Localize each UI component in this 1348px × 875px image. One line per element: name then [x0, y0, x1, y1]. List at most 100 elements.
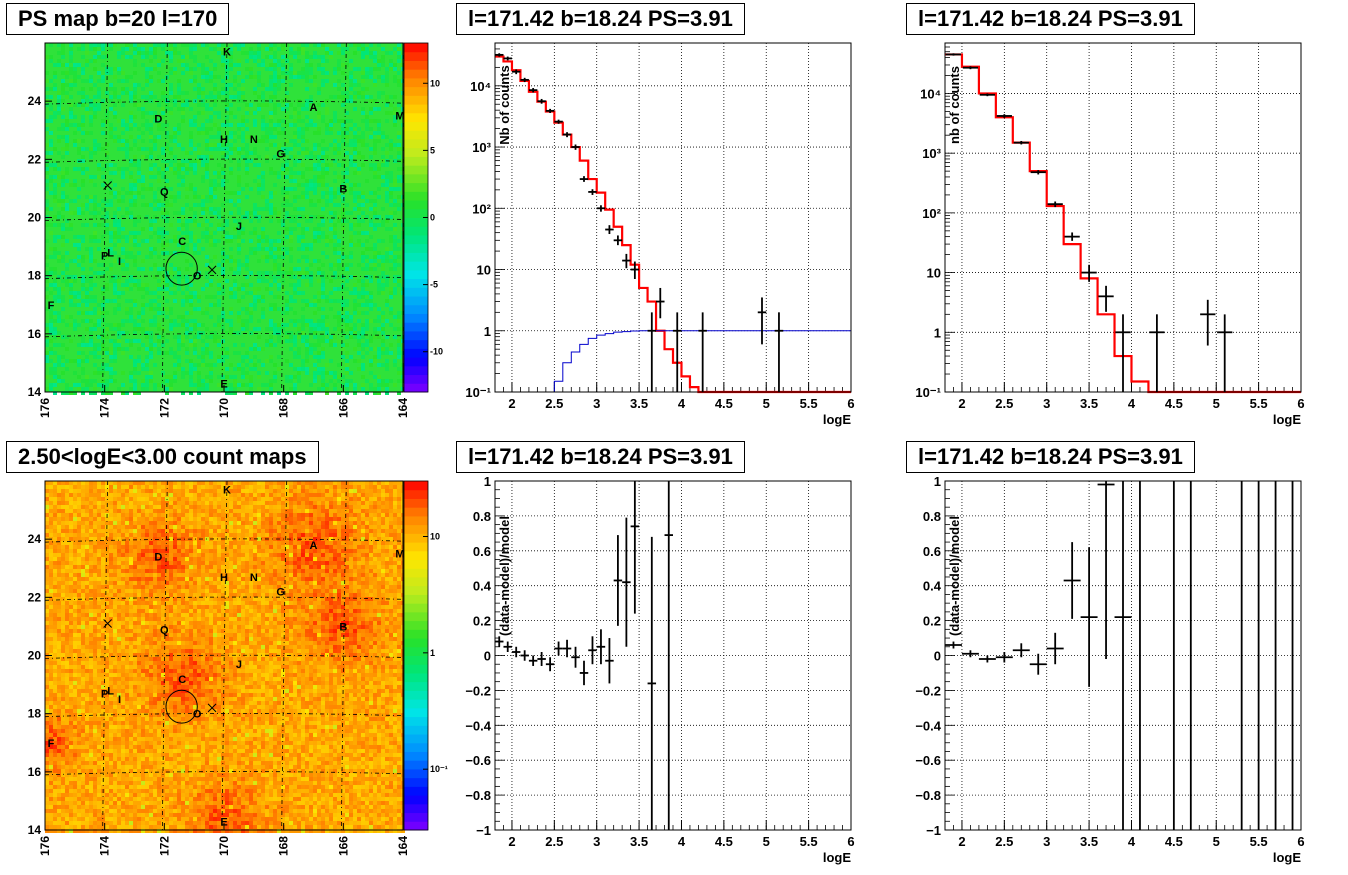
map-cell: [89, 267, 93, 271]
map-cell: [353, 243, 357, 247]
map-cell: [85, 195, 89, 199]
map-cell: [49, 757, 53, 761]
map-cell: [189, 235, 193, 239]
map-cell: [389, 251, 393, 255]
map-cell: [345, 219, 349, 223]
map-cell: [333, 251, 337, 255]
map-cell: [293, 179, 297, 183]
map-cell: [397, 147, 401, 151]
map-cell: [229, 267, 233, 271]
map-cell: [89, 339, 93, 343]
map-cell: [245, 183, 249, 187]
map-cell: [117, 279, 121, 283]
map-cell: [77, 781, 81, 785]
map-cell: [193, 307, 197, 311]
map-cell: [349, 263, 353, 267]
map-cell: [73, 509, 77, 513]
map-cell: [341, 343, 345, 347]
map-cell: [305, 63, 309, 67]
map-cell: [317, 183, 321, 187]
map-cell: [73, 517, 77, 521]
map-cell: [53, 637, 57, 641]
map-cell: [393, 211, 397, 215]
map-cell: [157, 99, 161, 103]
map-cell: [89, 677, 93, 681]
map-cell: [185, 311, 189, 315]
map-cell: [69, 793, 73, 797]
map-cell: [301, 327, 305, 331]
map-cell: [93, 481, 97, 485]
map-cell: [85, 717, 89, 721]
map-cell: [57, 813, 61, 817]
map-cell: [233, 191, 237, 195]
map-cell: [353, 347, 357, 351]
map-cell: [85, 207, 89, 211]
map-cell: [297, 355, 301, 359]
map-cell: [289, 387, 293, 391]
map-cell: [301, 255, 305, 259]
map-cell: [89, 605, 93, 609]
map-cell: [89, 765, 93, 769]
map-cell: [197, 331, 201, 335]
map-cell: [45, 737, 49, 741]
map-cell: [385, 195, 389, 199]
map-cell: [93, 497, 97, 501]
map-cell: [101, 175, 105, 179]
map-cell: [117, 99, 121, 103]
map-cell: [121, 235, 125, 239]
map-cell: [205, 155, 209, 159]
map-cell: [209, 303, 213, 307]
map-cell: [93, 59, 97, 63]
map-cell: [209, 191, 213, 195]
map-cell: [201, 359, 205, 363]
map-cell: [269, 379, 273, 383]
map-cell: [289, 155, 293, 159]
map-cell: [157, 307, 161, 311]
map-cell: [89, 569, 93, 573]
map-cell: [129, 375, 133, 379]
map-cell: [189, 367, 193, 371]
map-cell: [97, 167, 101, 171]
map-cell: [385, 251, 389, 255]
map-cell: [121, 103, 125, 107]
map-cell: [297, 291, 301, 295]
map-cell: [237, 259, 241, 263]
map-cell: [61, 255, 65, 259]
map-cell: [201, 203, 205, 207]
map-cell: [81, 549, 85, 553]
map-cell: [381, 75, 385, 79]
map-cell: [69, 829, 73, 833]
map-cell: [321, 191, 325, 195]
map-cell: [361, 335, 365, 339]
map-cell: [69, 55, 73, 59]
map-cell: [69, 673, 73, 677]
map-cell: [89, 123, 93, 127]
map-cell: [189, 159, 193, 163]
map-cell: [377, 215, 381, 219]
map-cell: [349, 243, 353, 247]
map-cell: [233, 139, 237, 143]
map-cell: [385, 79, 389, 83]
colorbar-segment: [404, 51, 428, 61]
map-cell: [273, 87, 277, 91]
map-cell: [229, 383, 233, 387]
map-cell: [89, 319, 93, 323]
map-cell: [109, 191, 113, 195]
map-cell: [61, 343, 65, 347]
map-cell: [77, 721, 81, 725]
map-cell: [69, 753, 73, 757]
map-cell: [93, 617, 97, 621]
map-cell: [77, 669, 81, 673]
map-cell: [313, 83, 317, 87]
map-cell: [81, 147, 85, 151]
map-cell: [157, 283, 161, 287]
map-cell: [69, 95, 73, 99]
map-cell: [53, 299, 57, 303]
map-cell: [193, 191, 197, 195]
map-cell: [385, 95, 389, 99]
map-cell: [61, 789, 65, 793]
map-cell: [93, 323, 97, 327]
map-cell: [133, 223, 137, 227]
source-label-B: B: [339, 183, 347, 195]
map-cell: [89, 537, 93, 541]
